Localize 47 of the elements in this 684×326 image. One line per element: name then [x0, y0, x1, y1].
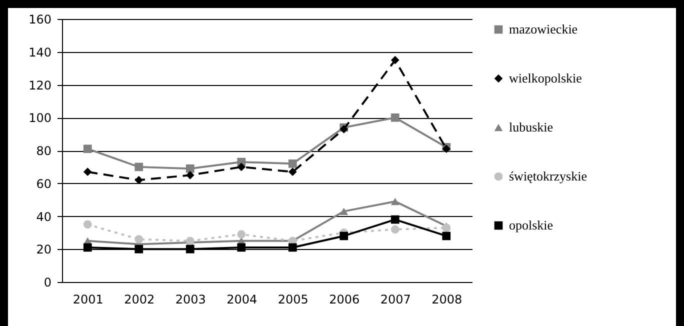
- x-tick-label: 2006: [329, 292, 360, 306]
- point: [442, 232, 451, 240]
- point: [134, 244, 144, 254]
- y-tick-label: 120: [28, 78, 52, 92]
- point: [288, 243, 297, 252]
- x-tick-label: 2004: [226, 292, 258, 306]
- point: [134, 235, 144, 244]
- x-tick-label: 2001: [72, 292, 104, 306]
- y-tick-label: 0: [44, 276, 52, 290]
- x-tick-label: 2003: [175, 292, 206, 306]
- y-tick-label: 100: [28, 111, 52, 126]
- y-tick-label: 140: [28, 45, 52, 60]
- legend-label: wielkopolskie: [509, 70, 582, 86]
- point: [186, 164, 194, 173]
- point: [340, 232, 348, 240]
- point: [83, 168, 92, 176]
- legend-label: lubuskie: [509, 120, 554, 134]
- y-tick-label: 160: [28, 12, 52, 26]
- x-tick-label: 2008: [432, 292, 462, 306]
- x-tick-label: 2002: [124, 292, 155, 306]
- point: [134, 176, 144, 184]
- point: [390, 198, 400, 206]
- point: [288, 159, 297, 168]
- point: [186, 170, 194, 180]
- y-tick-label: 20: [36, 242, 52, 257]
- point: [186, 244, 194, 254]
- point: [390, 56, 400, 64]
- point: [340, 208, 348, 215]
- y-tick-label: 60: [36, 176, 52, 191]
- y-tick-label: 40: [36, 210, 52, 224]
- point: [390, 215, 400, 224]
- legend-label: mazowieckie: [509, 22, 578, 36]
- point: [237, 243, 246, 252]
- point: [390, 225, 400, 234]
- point: [134, 162, 144, 172]
- legend-label: świętokrzyskie: [509, 168, 588, 184]
- point: [83, 220, 92, 229]
- point: [83, 144, 92, 154]
- point: [390, 113, 400, 122]
- point: [83, 243, 92, 252]
- x-tick-label: 2007: [380, 292, 411, 306]
- point: [237, 162, 246, 172]
- y-tick-label: 80: [36, 144, 52, 158]
- point: [237, 230, 246, 239]
- point: [288, 168, 297, 176]
- x-tick-label: 2005: [278, 292, 308, 306]
- legend-label: opolskie: [509, 218, 554, 232]
